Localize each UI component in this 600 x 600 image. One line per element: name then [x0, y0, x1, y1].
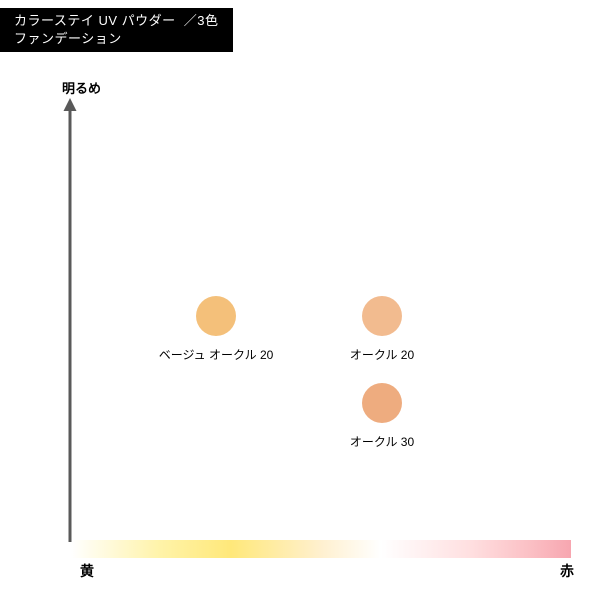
header-title-line2: ファンデーション — [14, 31, 122, 46]
y-axis-arrowhead — [64, 98, 77, 111]
header-title-line1: カラーステイ UV パウダー — [14, 13, 176, 28]
swatch-ochre-20 — [362, 296, 402, 336]
header-count: ／3色 — [184, 12, 219, 30]
swatch-label-beige-ochre-20: ベージュ オークル 20 — [159, 346, 274, 363]
swatch-ochre-30 — [362, 383, 402, 423]
swatch-beige-ochre-20 — [196, 296, 236, 336]
x-axis-label-right: 赤 — [560, 561, 574, 581]
y-axis-label: 明るめ — [62, 78, 101, 97]
x-axis-gradient-bar — [71, 540, 571, 558]
header-banner: カラーステイ UV パウダー ／3色 ファンデーション — [0, 8, 233, 52]
swatch-label-ochre-20: オークル 20 — [350, 346, 414, 363]
swatch-label-ochre-30: オークル 30 — [350, 433, 414, 450]
x-axis-label-left: 黄 — [80, 561, 94, 581]
